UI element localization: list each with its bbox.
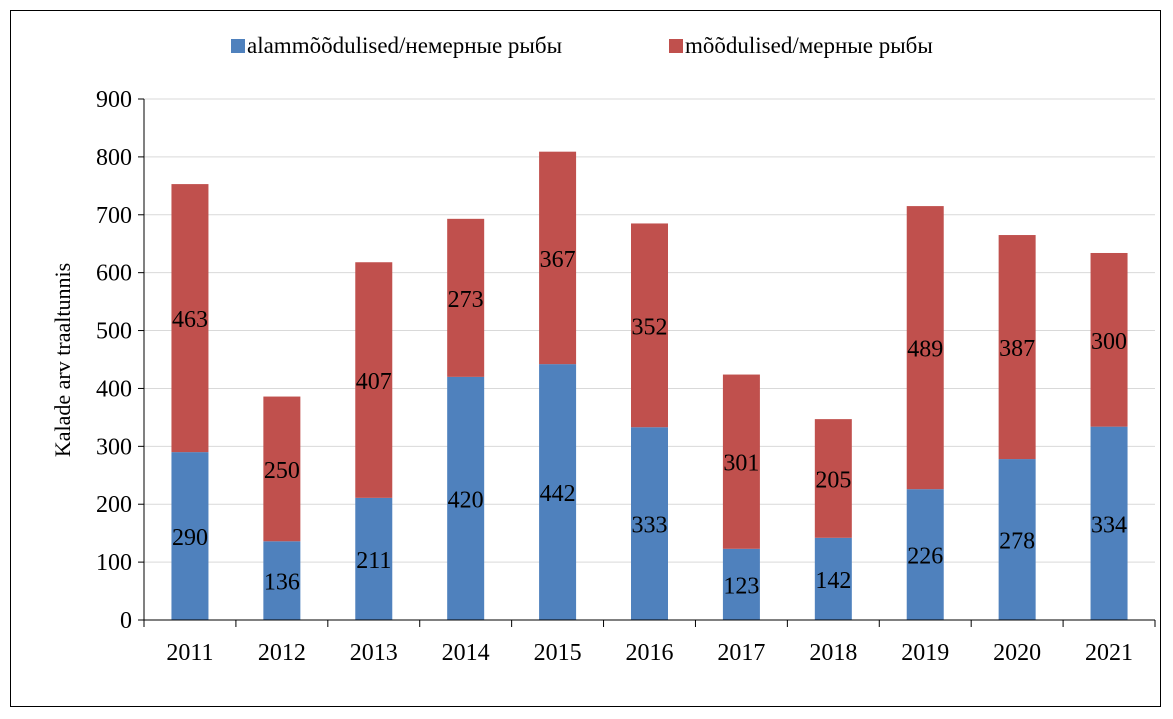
bar-undersized [171,452,209,620]
bar-undersized [998,459,1036,620]
data-label: 123 [723,573,759,599]
x-tick-label: 2016 [626,640,674,666]
data-label: 334 [1091,512,1127,538]
data-label: 333 [632,513,668,539]
axes: 0 100 200 300 400 500 600 700 800 900 2011 2012 2013… [96,87,1156,666]
legend-swatch [669,39,683,53]
data-label: 250 [264,458,300,484]
data-label: 226 [907,544,943,570]
data-label: 442 [540,481,576,507]
y-tick-label: 900 [96,87,132,113]
y-axis-title: Kalade arv traaltunnis [50,263,75,457]
bar-undersized [539,364,577,620]
bar-sized [539,151,577,365]
y-tick-label: 700 [96,203,132,229]
data-label: 352 [632,314,668,340]
bar-undersized [263,541,301,620]
y-tick-label: 200 [96,492,132,518]
bar-sized [355,262,393,498]
y-tick-label: 800 [96,145,132,171]
legend-label: mõõdulised/мерные рыбы [685,33,933,58]
bar-undersized [722,548,760,620]
x-tick-label: 2018 [809,640,857,666]
data-label: 142 [815,568,851,594]
x-tick-label: 2021 [1085,640,1133,666]
data-label: 367 [540,247,576,273]
bar-sized [722,374,760,549]
legend: alammõõdulised/немерные рыбы mõõdulised/м… [231,33,933,58]
bar-sized [263,396,301,542]
data-label: 407 [356,369,392,395]
x-tick-label: 2015 [534,640,582,666]
x-tick-label: 2013 [350,640,398,666]
data-label: 301 [723,451,759,477]
y-tick-label: 100 [96,550,132,576]
bar-sized [998,235,1036,460]
data-label: 273 [448,287,484,313]
bar-undersized [1090,426,1128,620]
bar-sized [171,184,209,453]
bar-undersized [447,376,485,620]
bar-sized [814,419,852,538]
y-tick-label: 400 [96,376,132,402]
data-label: 420 [448,487,484,513]
data-label: 205 [815,467,851,493]
data-label: 387 [999,336,1035,362]
x-tick-label: 2017 [717,640,765,666]
data-label: 136 [264,570,300,596]
bars [171,151,1128,620]
data-labels: 290 463 136 250 211 407 420 273 442 367 333 352 123 3… [172,247,1127,599]
legend-label: alammõõdulised/немерные рыбы [247,33,562,58]
data-label: 489 [907,337,943,363]
y-tick-label: 300 [96,434,132,460]
bar-sized [447,218,485,377]
data-label: 290 [172,525,208,551]
bar-sized [906,206,944,490]
bar-undersized [631,427,668,620]
x-tick-label: 2019 [901,640,949,666]
bar-sized [631,223,668,428]
data-label: 211 [356,548,391,574]
x-tick-label: 2020 [993,640,1041,666]
bar-sized [1090,252,1128,427]
y-tick-label: 500 [96,319,132,345]
bar-undersized [814,537,852,620]
bar-undersized [355,497,393,620]
x-tick-label: 2012 [258,640,306,666]
data-label: 278 [999,529,1035,555]
data-label: 463 [172,307,208,333]
bar-undersized [906,489,944,620]
data-label: 300 [1091,329,1127,355]
y-tick-label: 0 [120,608,132,634]
x-tick-label: 2011 [166,640,213,666]
y-tick-label: 600 [96,261,132,287]
legend-swatch [231,39,245,53]
x-tick-label: 2014 [442,640,490,666]
